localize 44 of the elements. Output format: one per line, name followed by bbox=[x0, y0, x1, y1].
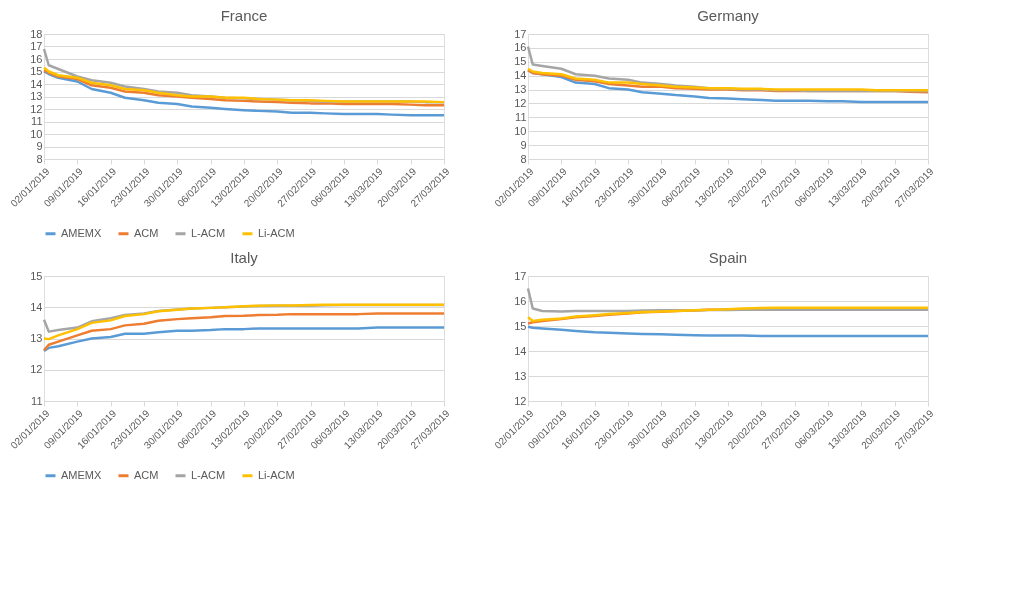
y-tick-label: 13 bbox=[514, 369, 527, 382]
y-tick-label: 17 bbox=[514, 269, 527, 282]
y-tick-label: 13 bbox=[514, 83, 527, 96]
y-tick-label: 18 bbox=[30, 27, 43, 40]
legend-label: L-ACM bbox=[191, 226, 226, 239]
y-tick-label: 17 bbox=[514, 27, 527, 40]
legend-label: AMEMX bbox=[61, 468, 102, 481]
y-tick-label: 13 bbox=[30, 90, 43, 102]
y-tick-label: 14 bbox=[514, 69, 527, 82]
y-tick-label: 12 bbox=[514, 394, 527, 407]
chart-title: Germany bbox=[697, 7, 760, 24]
y-tick-label: 17 bbox=[30, 40, 43, 52]
y-tick-label: 8 bbox=[36, 152, 43, 165]
y-tick-label: 15 bbox=[514, 55, 527, 68]
y-tick-label: 8 bbox=[520, 152, 527, 165]
chart-title: France bbox=[220, 7, 268, 24]
legend-label: Li-ACM bbox=[258, 226, 295, 239]
chart-title: Italy bbox=[230, 249, 259, 266]
y-tick-label: 14 bbox=[30, 77, 43, 90]
y-tick-label: 16 bbox=[514, 294, 527, 307]
legend-label: AMEMX bbox=[61, 226, 102, 239]
legend-label: ACM bbox=[134, 468, 159, 481]
y-tick-label: 10 bbox=[30, 127, 43, 140]
y-tick-label: 12 bbox=[30, 102, 43, 115]
y-tick-label: 16 bbox=[514, 41, 527, 54]
y-tick-label: 9 bbox=[36, 140, 43, 152]
legend-label: L-ACM bbox=[191, 468, 226, 481]
y-tick-label: 10 bbox=[514, 124, 527, 137]
y-tick-label: 11 bbox=[31, 115, 43, 127]
y-tick-label: 12 bbox=[30, 363, 43, 376]
y-tick-label: 12 bbox=[514, 96, 527, 109]
y-tick-label: 14 bbox=[30, 300, 43, 313]
y-tick-label: 16 bbox=[30, 52, 43, 65]
y-tick-label: 15 bbox=[30, 269, 43, 282]
chart-title: Spain bbox=[708, 249, 748, 266]
legend-label: Li-ACM bbox=[258, 468, 295, 481]
y-tick-label: 13 bbox=[30, 332, 43, 344]
y-tick-label: 9 bbox=[520, 138, 527, 151]
legend-label: ACM bbox=[134, 226, 159, 239]
y-tick-label: 11 bbox=[515, 110, 527, 123]
y-tick-label: 14 bbox=[514, 344, 527, 357]
y-tick-label: 11 bbox=[31, 394, 43, 407]
y-tick-label: 15 bbox=[514, 319, 527, 332]
y-tick-label: 15 bbox=[30, 65, 43, 77]
